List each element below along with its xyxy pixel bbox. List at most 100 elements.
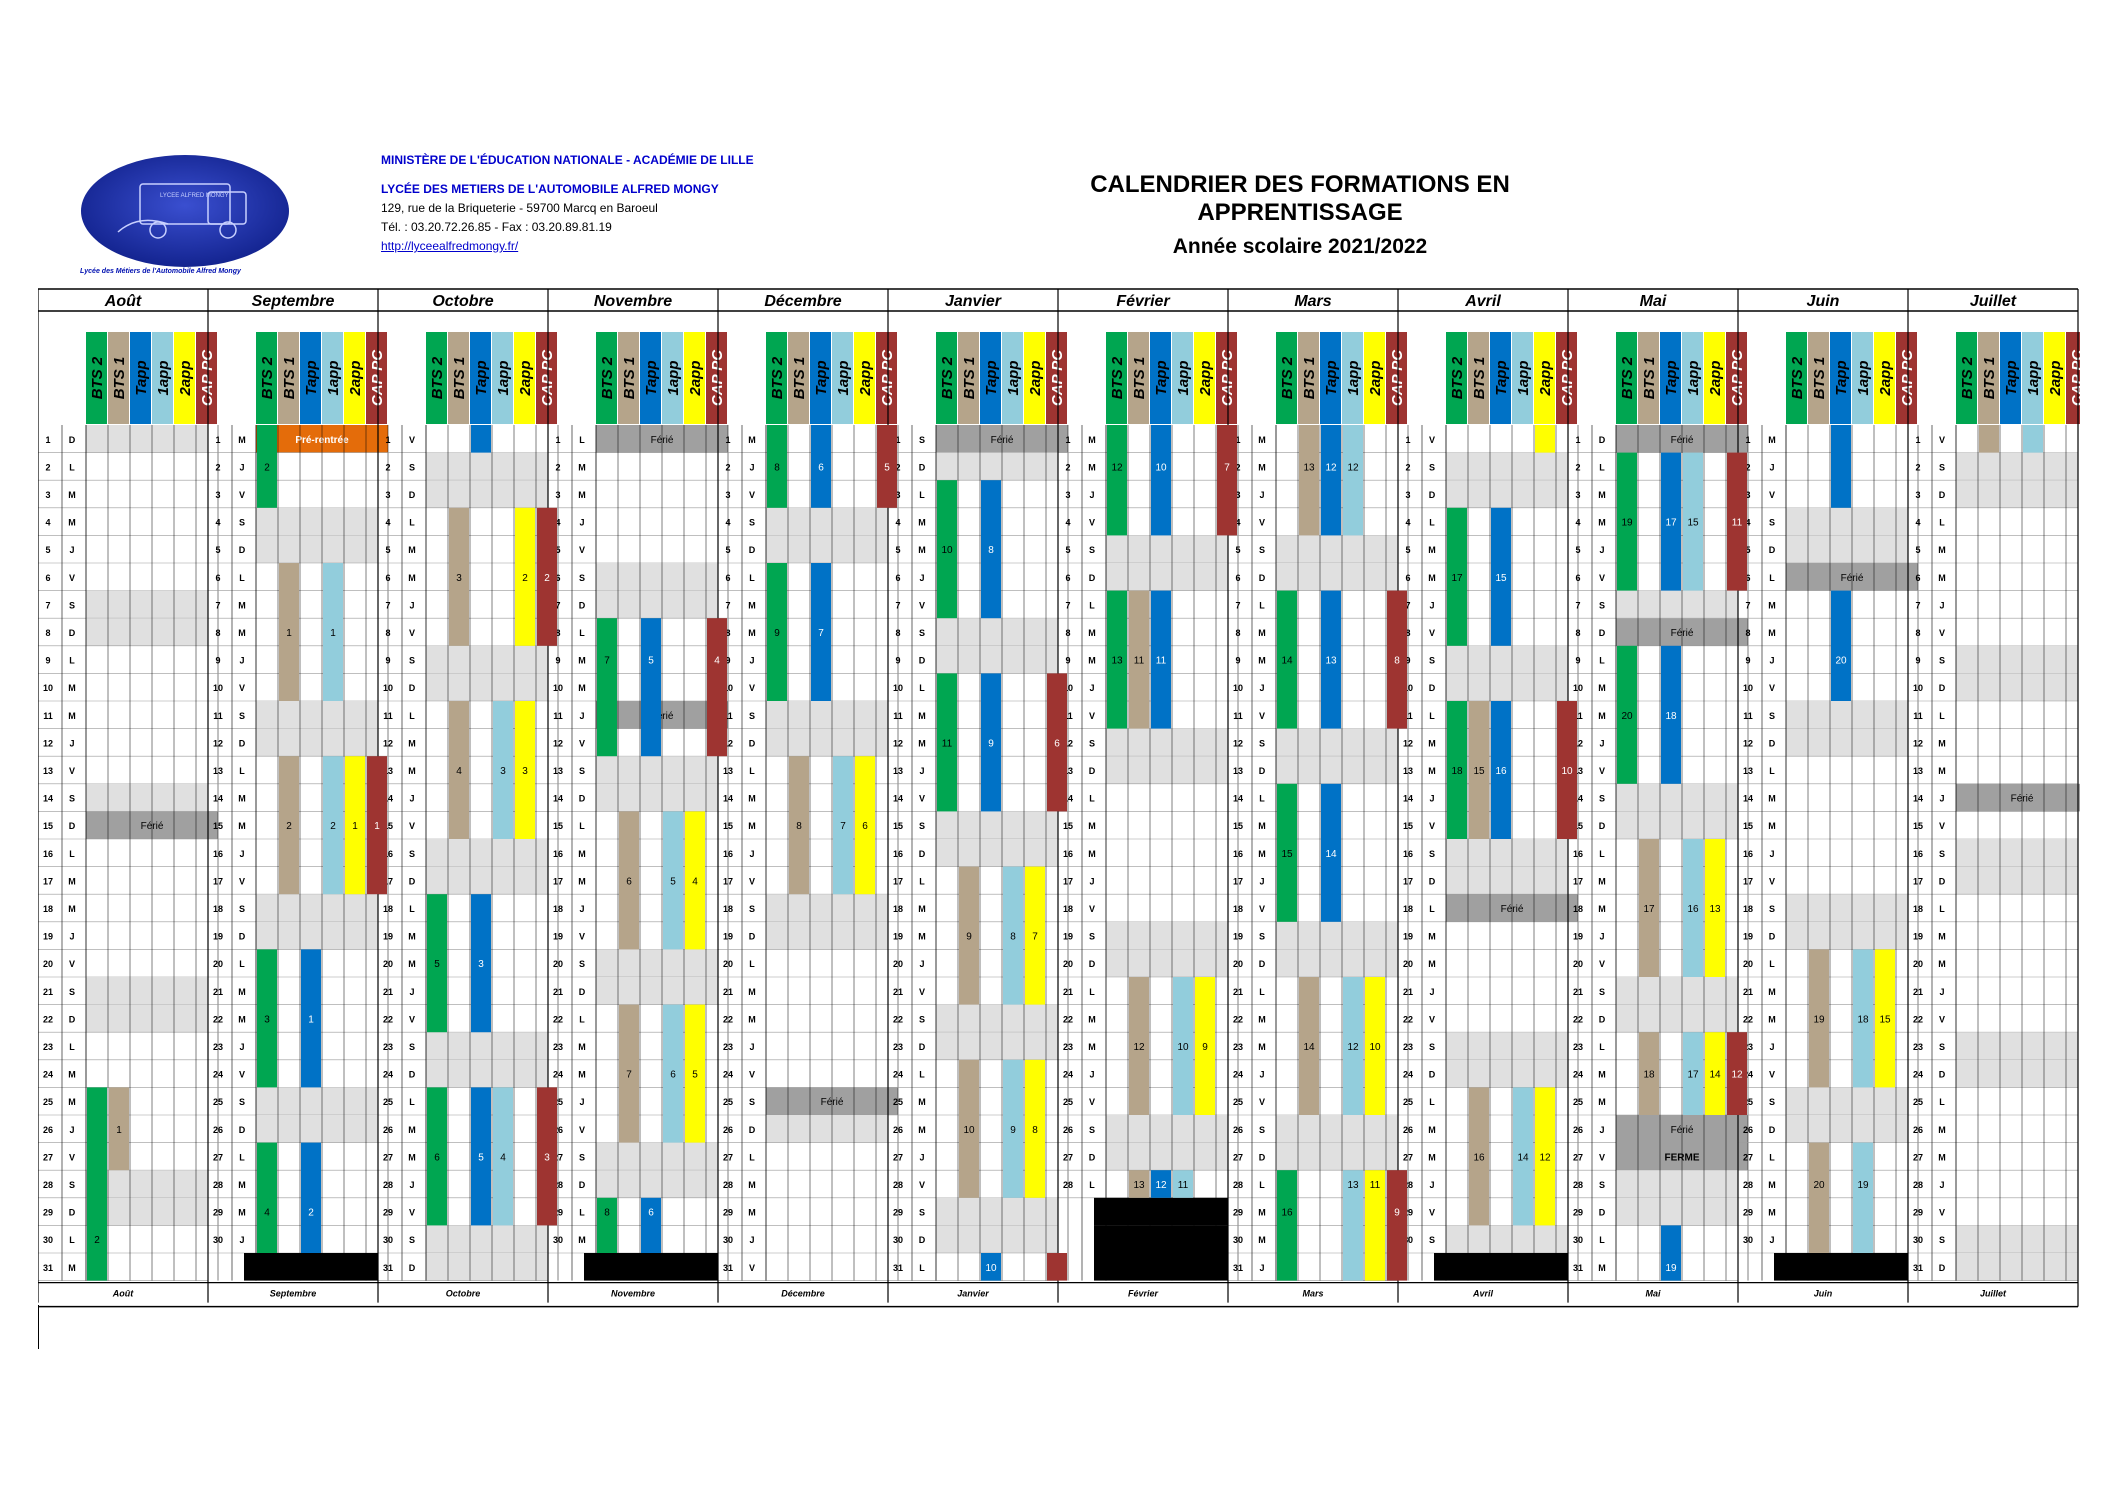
course-block <box>87 1087 107 1281</box>
weekday-letter: V <box>1599 1152 1605 1162</box>
weekday-letter: L <box>239 766 245 776</box>
day-number: 16 <box>1233 849 1243 859</box>
day-number: 27 <box>1403 1152 1413 1162</box>
weekday-letter: S <box>409 656 415 666</box>
weekend-row <box>1956 1225 2078 1253</box>
weekday-letter: J <box>1259 490 1264 500</box>
month-name-1: Septembre <box>252 293 335 310</box>
course-block <box>449 507 469 646</box>
day-number: 9 <box>1405 656 1410 666</box>
course-block-number: 10 <box>1155 462 1167 473</box>
class-label-1: BTS 1 <box>1981 357 1998 400</box>
day-number: 7 <box>725 600 730 610</box>
weekend-row <box>86 977 208 1005</box>
day-number: 8 <box>725 628 730 638</box>
weekend-row <box>766 701 888 729</box>
day-number: 19 <box>1573 932 1583 942</box>
day-number: 29 <box>43 1208 53 1218</box>
course-block <box>323 563 343 701</box>
closed-cell <box>1094 1197 1228 1226</box>
weekday-letter: V <box>1939 628 1945 638</box>
day-number: 21 <box>43 987 53 997</box>
weekday-letter: D <box>1599 435 1606 445</box>
weekday-letter: D <box>1429 876 1436 886</box>
weekday-letter: L <box>1939 711 1945 721</box>
weekend-row <box>766 507 888 536</box>
school-website-link[interactable]: http://lyceealfredmongy.fr/ <box>381 239 519 253</box>
class-label-0: BTS 2 <box>429 356 446 399</box>
day-number: 29 <box>1743 1208 1753 1218</box>
day-number: 1 <box>1915 435 1920 445</box>
day-number: 21 <box>1063 987 1073 997</box>
day-number: 15 <box>1233 821 1243 831</box>
weekday-letter: L <box>1769 1152 1775 1162</box>
weekday-letter: J <box>1089 876 1094 886</box>
class-header-0 <box>426 332 447 424</box>
day-number: 26 <box>1233 1125 1243 1135</box>
class-label-4: 2app <box>687 360 704 396</box>
weekday-letter: D <box>1599 821 1606 831</box>
class-header-5 <box>2066 332 2080 424</box>
day-number: 29 <box>383 1208 393 1218</box>
day-number: 22 <box>723 1014 733 1024</box>
class-header-0 <box>1616 332 1637 424</box>
weekday-letter: L <box>239 959 245 969</box>
day-number: 18 <box>1573 904 1583 914</box>
weekday-letter: M <box>1598 1097 1606 1107</box>
class-label-3: 1app <box>1685 360 1702 395</box>
course-block <box>1151 590 1171 729</box>
day-number: 4 <box>725 518 730 528</box>
class-header-3 <box>662 332 683 424</box>
weekday-letter: M <box>578 1070 586 1080</box>
day-number: 13 <box>383 766 393 776</box>
course-block <box>1705 839 1725 977</box>
day-number: 28 <box>1063 1180 1073 1190</box>
class-header-4 <box>1024 332 1045 424</box>
day-number: 2 <box>1235 462 1240 472</box>
weekend-row <box>596 1170 718 1198</box>
weekday-letter: M <box>1258 435 1266 445</box>
weekday-letter: V <box>1429 1208 1435 1218</box>
day-number: 6 <box>725 573 730 583</box>
weekday-letter: M <box>1258 849 1266 859</box>
course-block <box>471 425 491 453</box>
day-number: 7 <box>45 600 50 610</box>
day-number: 7 <box>385 600 390 610</box>
course-block <box>811 563 831 701</box>
weekday-letter: J <box>1769 1042 1774 1052</box>
weekday-letter: V <box>1089 711 1095 721</box>
day-number: 11 <box>1403 711 1413 721</box>
weekday-letter: S <box>579 1152 585 1162</box>
course-block-number: 20 <box>1621 711 1633 722</box>
weekday-letter: S <box>919 1014 925 1024</box>
day-number: 18 <box>893 904 903 914</box>
day-number: 2 <box>1745 462 1750 472</box>
day-number: 12 <box>553 738 563 748</box>
course-block <box>877 425 897 508</box>
day-number: 22 <box>1403 1014 1413 1024</box>
month-name-3: Novembre <box>594 293 672 310</box>
day-number: 11 <box>893 711 903 721</box>
course-block-number: 11 <box>1156 656 1167 667</box>
day-number: 25 <box>893 1097 903 1107</box>
class-header-0 <box>766 332 787 424</box>
calendar-svg: Août Août BTS 2 BTS 1 Tapp 1app 2app CAP PC 1 D 2 L… <box>38 288 2080 1308</box>
weekday-letter: V <box>749 683 755 693</box>
course-block-number: 16 <box>1281 1208 1293 1219</box>
class-header-5 <box>1726 332 1747 424</box>
day-number: 13 <box>893 766 903 776</box>
day-number: 29 <box>893 1208 903 1218</box>
course-block <box>663 811 683 950</box>
weekday-letter: S <box>579 573 585 583</box>
day-number: 8 <box>555 628 560 638</box>
weekday-letter: D <box>1089 766 1096 776</box>
day-number: 28 <box>723 1180 733 1190</box>
weekday-letter: D <box>749 1125 756 1135</box>
course-block <box>515 507 535 646</box>
course-block <box>1809 1142 1829 1253</box>
weekday-letter: J <box>919 766 924 776</box>
course-block <box>1277 783 1297 922</box>
course-block-number: 8 <box>1032 1125 1038 1136</box>
course-block-number: 18 <box>1643 1070 1655 1081</box>
course-block-number: 7 <box>818 628 824 639</box>
